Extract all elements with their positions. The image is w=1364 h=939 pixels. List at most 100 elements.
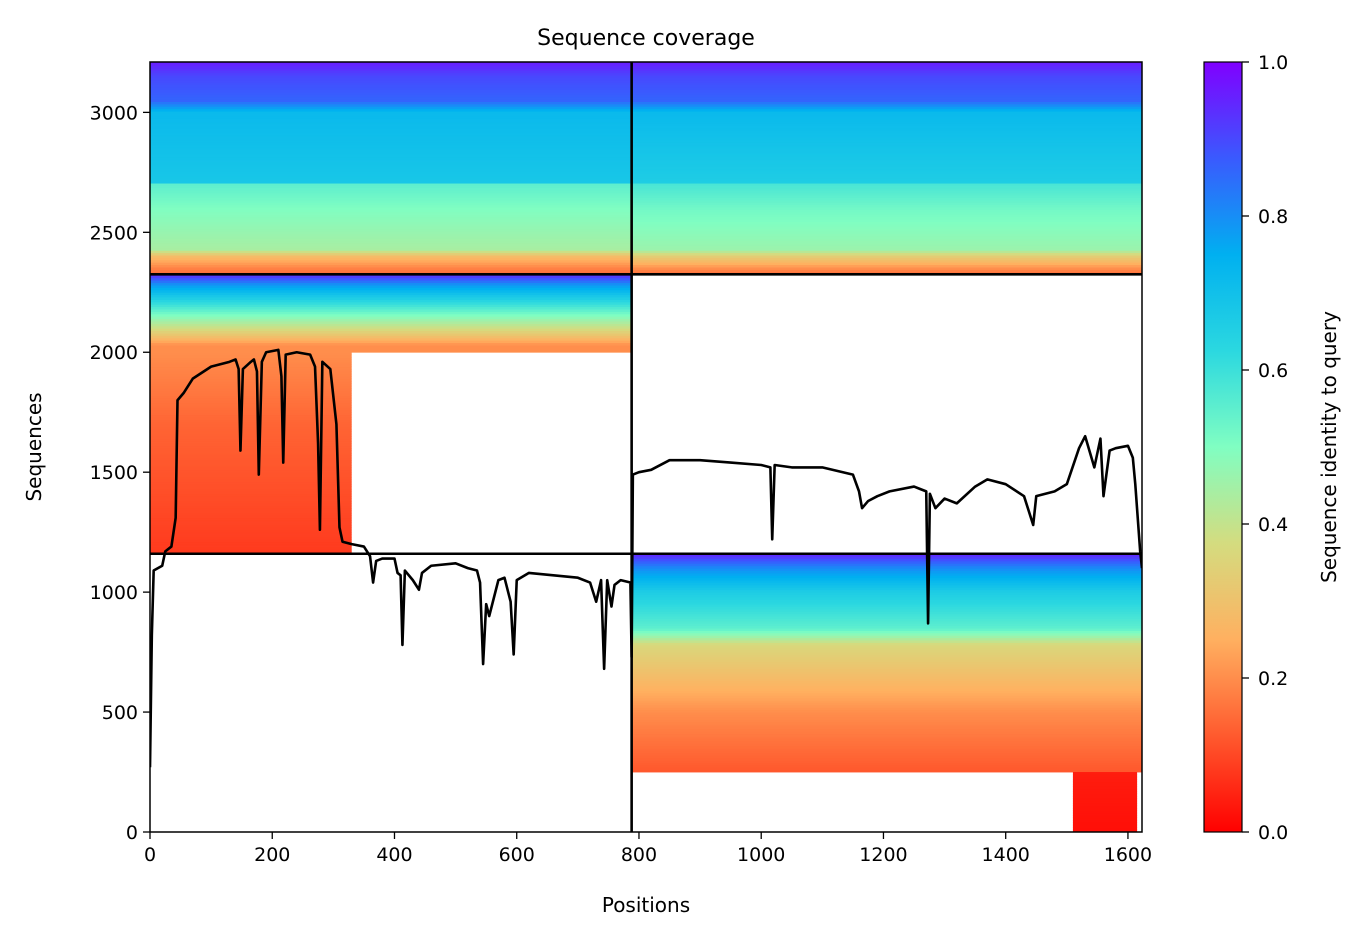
heatmap-cell xyxy=(631,101,1142,105)
heatmap-cell xyxy=(150,94,632,98)
heatmap-cell xyxy=(150,209,632,213)
heatmap-cell xyxy=(150,527,352,531)
heatmap-cell xyxy=(150,262,632,266)
heatmap-cell xyxy=(1072,810,1138,814)
heatmap-cell xyxy=(631,565,1142,569)
heatmap-cell xyxy=(631,96,1142,100)
heatmap-cell xyxy=(631,259,1142,263)
heatmap-cell xyxy=(631,712,1142,715)
heatmap-cell xyxy=(150,65,632,69)
heatmap-cell xyxy=(631,68,1142,71)
heatmap-cell xyxy=(150,294,632,298)
heatmap-cell xyxy=(150,142,632,146)
heatmap-cell xyxy=(631,123,1142,126)
heatmap-cell xyxy=(150,520,352,523)
heatmap-cell xyxy=(631,553,1142,557)
coverage-line xyxy=(150,348,1142,768)
heatmap-cell xyxy=(150,491,352,495)
heatmap-cell xyxy=(631,570,1142,574)
heatmap-cell xyxy=(150,328,632,332)
heatmap-cell xyxy=(150,517,352,521)
heatmap-cell xyxy=(631,70,1142,74)
colorbar-tick-label: 0.0 xyxy=(1258,822,1288,844)
heatmap-cell xyxy=(1072,822,1138,826)
colorbar-tick-label: 0.6 xyxy=(1258,360,1288,382)
heatmap-cell xyxy=(150,524,352,528)
heatmap-cell xyxy=(150,72,632,76)
heatmap-cell xyxy=(150,431,352,435)
heatmap-cell xyxy=(150,178,632,182)
heatmap-cell xyxy=(631,695,1142,699)
heatmap-cell xyxy=(150,190,632,194)
heatmap-cell xyxy=(631,664,1142,667)
heatmap-cell xyxy=(1072,824,1138,828)
heatmap-cell xyxy=(1072,772,1138,775)
heatmap-cell xyxy=(631,618,1142,622)
heatmap-cell xyxy=(150,357,352,360)
heatmap-cell xyxy=(150,340,632,344)
heatmap-cell xyxy=(631,269,1142,273)
heatmap-cell xyxy=(1072,798,1138,802)
heatmap-cell xyxy=(631,183,1142,186)
heatmap-cell xyxy=(150,395,352,399)
heatmap-cell xyxy=(631,589,1142,593)
heatmap-cell xyxy=(1072,786,1138,790)
heatmap-cell xyxy=(150,364,352,368)
heatmap-cell xyxy=(631,132,1142,136)
heatmap-cell xyxy=(150,316,632,320)
heatmap-cell xyxy=(631,171,1142,174)
colorbar-gradient xyxy=(1203,61,1243,833)
heatmap-cell xyxy=(150,275,632,279)
heatmap-cell xyxy=(150,445,352,449)
heatmap-cell xyxy=(631,728,1142,732)
heatmap-cell xyxy=(150,161,632,165)
y-tick-label: 1000 xyxy=(90,582,138,604)
heatmap-cell xyxy=(631,228,1142,232)
heatmap-block xyxy=(150,274,632,353)
heatmap-cell xyxy=(150,240,632,244)
heatmap-cell xyxy=(150,414,352,418)
heatmap-cell xyxy=(631,659,1142,663)
heatmap-cell xyxy=(631,192,1142,196)
heatmap-cell xyxy=(631,245,1142,249)
heatmap-cell xyxy=(150,522,352,526)
colorbar-ticks: 0.0 0.2 0.4 0.6 0.8 1.0 xyxy=(1242,52,1288,844)
heatmap-cell xyxy=(631,255,1142,258)
heatmap-cell xyxy=(150,426,352,430)
heatmap-cell xyxy=(631,654,1142,658)
heatmap-cell xyxy=(631,180,1142,184)
heatmap-cell xyxy=(150,532,352,535)
heatmap-cell xyxy=(150,183,632,186)
heatmap-cell xyxy=(150,226,632,230)
heatmap-cell xyxy=(150,75,632,78)
heatmap-cell xyxy=(150,238,632,242)
heatmap-cell xyxy=(150,455,352,459)
heatmap-cell xyxy=(150,488,352,492)
heatmap-cell xyxy=(631,221,1142,225)
heatmap-cell xyxy=(150,393,352,396)
heatmap-cell xyxy=(150,376,352,380)
heatmap-cell xyxy=(631,668,1142,672)
heatmap-layer xyxy=(150,62,1142,832)
heatmap-cell xyxy=(150,197,632,201)
heatmap-cell xyxy=(631,620,1142,624)
colorbar-tick-label: 1.0 xyxy=(1258,52,1288,74)
colorbar-tick-label: 0.4 xyxy=(1258,514,1288,536)
heatmap-cell xyxy=(150,474,352,478)
heatmap-cell xyxy=(150,373,352,377)
heatmap-cell xyxy=(631,714,1142,718)
heatmap-cell xyxy=(631,159,1142,162)
heatmap-cell xyxy=(150,383,352,387)
heatmap-cell xyxy=(150,185,632,189)
heatmap-cell xyxy=(150,469,352,473)
heatmap-cell xyxy=(1072,800,1138,804)
x-tick-label: 0 xyxy=(144,844,156,866)
heatmap-cell xyxy=(631,630,1142,634)
heatmap-cell xyxy=(150,390,352,394)
heatmap-cell xyxy=(631,644,1142,648)
heatmap-cell xyxy=(631,106,1142,110)
heatmap-cell xyxy=(150,330,632,334)
heatmap-cell xyxy=(631,594,1142,598)
heatmap-cell xyxy=(150,544,352,547)
heatmap-cell xyxy=(631,757,1142,761)
